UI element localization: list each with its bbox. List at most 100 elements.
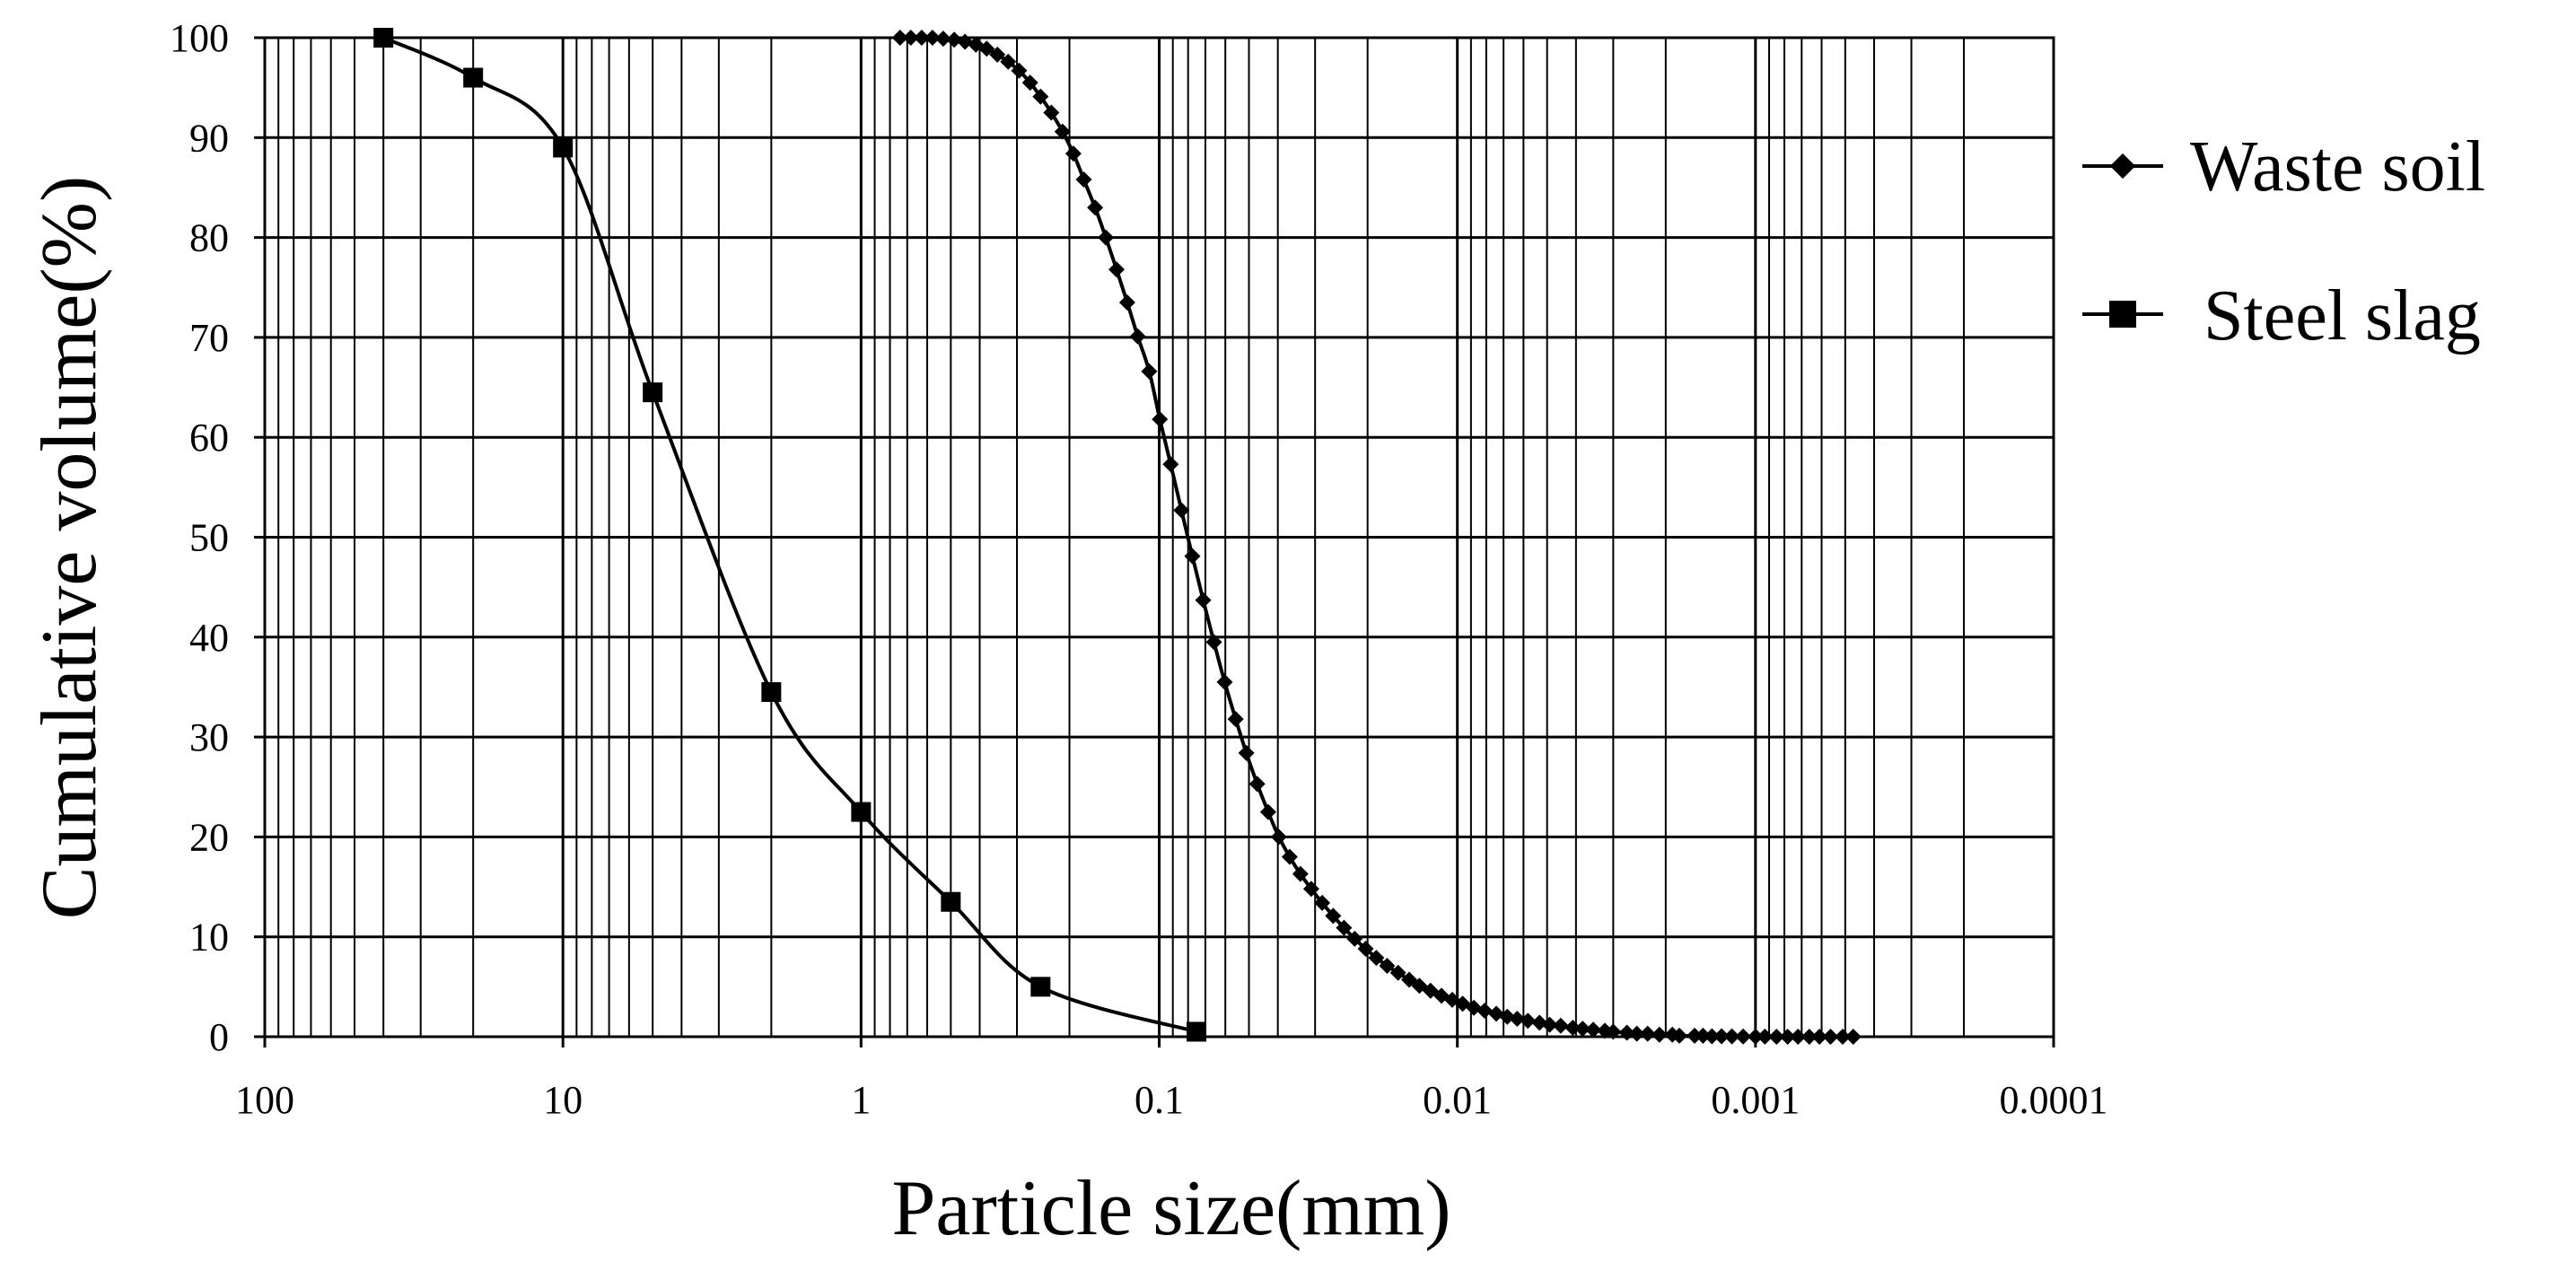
- data-point-waste-soil: [1811, 1029, 1828, 1045]
- data-point-waste-soil: [1723, 1028, 1740, 1045]
- data-point-waste-soil: [891, 30, 908, 46]
- x-tick-label: 1: [851, 1078, 871, 1122]
- data-point-waste-soil: [1141, 363, 1158, 380]
- legend-label-waste-soil: Waste soil: [2190, 127, 2485, 206]
- data-point-steel-slag: [463, 67, 484, 88]
- data-point-waste-soil: [1651, 1026, 1668, 1043]
- data-point-steel-slag: [1187, 1021, 1207, 1042]
- data-point-waste-soil: [913, 30, 930, 46]
- data-point-waste-soil: [1574, 1021, 1591, 1038]
- y-tick-label: 100: [170, 16, 229, 60]
- data-point-waste-soil: [1585, 1021, 1602, 1039]
- data-point-steel-slag: [553, 137, 574, 158]
- series-layer: [373, 28, 1862, 1045]
- data-point-waste-soil: [1844, 1029, 1862, 1045]
- data-point-waste-soil: [946, 31, 963, 48]
- data-point-waste-soil: [1195, 592, 1212, 609]
- data-point-waste-soil: [1790, 1029, 1807, 1045]
- data-point-waste-soil: [1281, 848, 1298, 865]
- data-point-waste-soil: [934, 31, 951, 48]
- data-point-waste-soil: [1779, 1029, 1796, 1045]
- x-tick-label: 0.0001: [2000, 1078, 2108, 1122]
- y-tick-label: 80: [189, 216, 229, 260]
- data-point-waste-soil: [1541, 1016, 1558, 1033]
- data-point-waste-soil: [1357, 941, 1374, 958]
- x-tick-label: 10: [543, 1078, 583, 1122]
- data-point-waste-soil: [1768, 1029, 1785, 1045]
- data-point-waste-soil: [1000, 53, 1017, 70]
- data-point-waste-soil: [1259, 803, 1276, 820]
- data-point-waste-soil: [1021, 75, 1038, 92]
- data-point-waste-soil: [1118, 294, 1135, 311]
- data-point-waste-soil: [1735, 1028, 1752, 1045]
- data-point-waste-soil: [1292, 865, 1309, 882]
- x-tick-label: 0.1: [1135, 1078, 1184, 1122]
- legend-label-steel-slag: Steel slag: [2204, 276, 2481, 355]
- legend-marker-waste-soil: [2109, 153, 2136, 180]
- y-tick-label: 30: [189, 715, 229, 759]
- plot-frame: [263, 36, 2055, 1039]
- data-point-waste-soil: [1605, 1023, 1622, 1040]
- data-point-waste-soil: [1564, 1019, 1582, 1036]
- data-point-waste-soil: [1011, 62, 1028, 79]
- data-point-waste-soil: [1108, 261, 1125, 278]
- tick-labels: 100 10 1 0.1 0.01 0.001 0.0001 0 10 20 30 40 50 60 70 8…: [170, 16, 2108, 1122]
- legend: Waste soil Steel slag: [2082, 127, 2485, 355]
- y-tick-label: 60: [189, 416, 229, 460]
- data-point-waste-soil: [1747, 1028, 1764, 1045]
- data-point-waste-soil: [1216, 673, 1233, 690]
- x-tick-label: 100: [235, 1078, 294, 1122]
- data-point-waste-soil: [1704, 1028, 1721, 1045]
- data-point-waste-soil: [1476, 1003, 1494, 1020]
- data-point-waste-soil: [1314, 894, 1331, 911]
- y-tick-label: 70: [189, 316, 229, 360]
- data-point-waste-soil: [1713, 1028, 1730, 1045]
- data-point-waste-soil: [1173, 502, 1190, 519]
- data-point-waste-soil: [1801, 1029, 1818, 1045]
- data-point-waste-soil: [1628, 1025, 1645, 1042]
- data-point-waste-soil: [1075, 171, 1092, 188]
- data-point-waste-soil: [1238, 744, 1255, 761]
- data-point-waste-soil: [1205, 634, 1222, 651]
- data-point-waste-soil: [1834, 1029, 1851, 1045]
- data-point-waste-soil: [1152, 411, 1169, 428]
- data-point-waste-soil: [1389, 964, 1406, 981]
- data-point-waste-soil: [1054, 123, 1071, 140]
- data-point-waste-soil: [1757, 1028, 1774, 1045]
- data-point-waste-soil: [1346, 930, 1363, 947]
- data-point-steel-slag: [761, 682, 782, 703]
- y-tick-label: 50: [189, 516, 229, 560]
- data-point-waste-soil: [1509, 1010, 1526, 1027]
- data-point-waste-soil: [1270, 828, 1287, 846]
- data-point-waste-soil: [1552, 1017, 1569, 1034]
- data-point-steel-slag: [941, 891, 961, 912]
- data-point-waste-soil: [1043, 104, 1060, 121]
- data-point-waste-soil: [1401, 971, 1418, 988]
- data-point-steel-slag: [1030, 977, 1051, 997]
- data-point-waste-soil: [1822, 1029, 1839, 1045]
- data-point-waste-soil: [1379, 957, 1396, 974]
- data-point-steel-slag: [851, 802, 872, 822]
- data-point-waste-soil: [1302, 881, 1319, 898]
- y-tick-label: 0: [209, 1015, 229, 1059]
- major-gridlines: [254, 36, 2055, 1047]
- legend-item-steel-slag: Steel slag: [2082, 276, 2481, 355]
- data-point-waste-soil: [1129, 328, 1146, 345]
- y-axis-title: Cumulative volume(%): [26, 176, 113, 919]
- data-point-waste-soil: [1336, 919, 1353, 936]
- data-point-waste-soil: [1671, 1027, 1688, 1044]
- legend-marker-steel-slag: [2109, 301, 2136, 328]
- data-point-waste-soil: [1695, 1027, 1712, 1044]
- data-point-waste-soil: [1249, 776, 1266, 793]
- y-tick-label: 90: [189, 116, 229, 160]
- y-tick-label: 20: [189, 815, 229, 859]
- series-line-steel-slag: [382, 36, 1197, 1034]
- data-point-waste-soil: [1531, 1014, 1548, 1031]
- data-point-waste-soil: [1184, 548, 1201, 565]
- data-point-waste-soil: [1687, 1027, 1704, 1044]
- data-point-waste-soil: [1065, 145, 1082, 162]
- x-tick-label: 0.001: [1711, 1078, 1800, 1122]
- x-tick-label: 0.01: [1423, 1078, 1492, 1122]
